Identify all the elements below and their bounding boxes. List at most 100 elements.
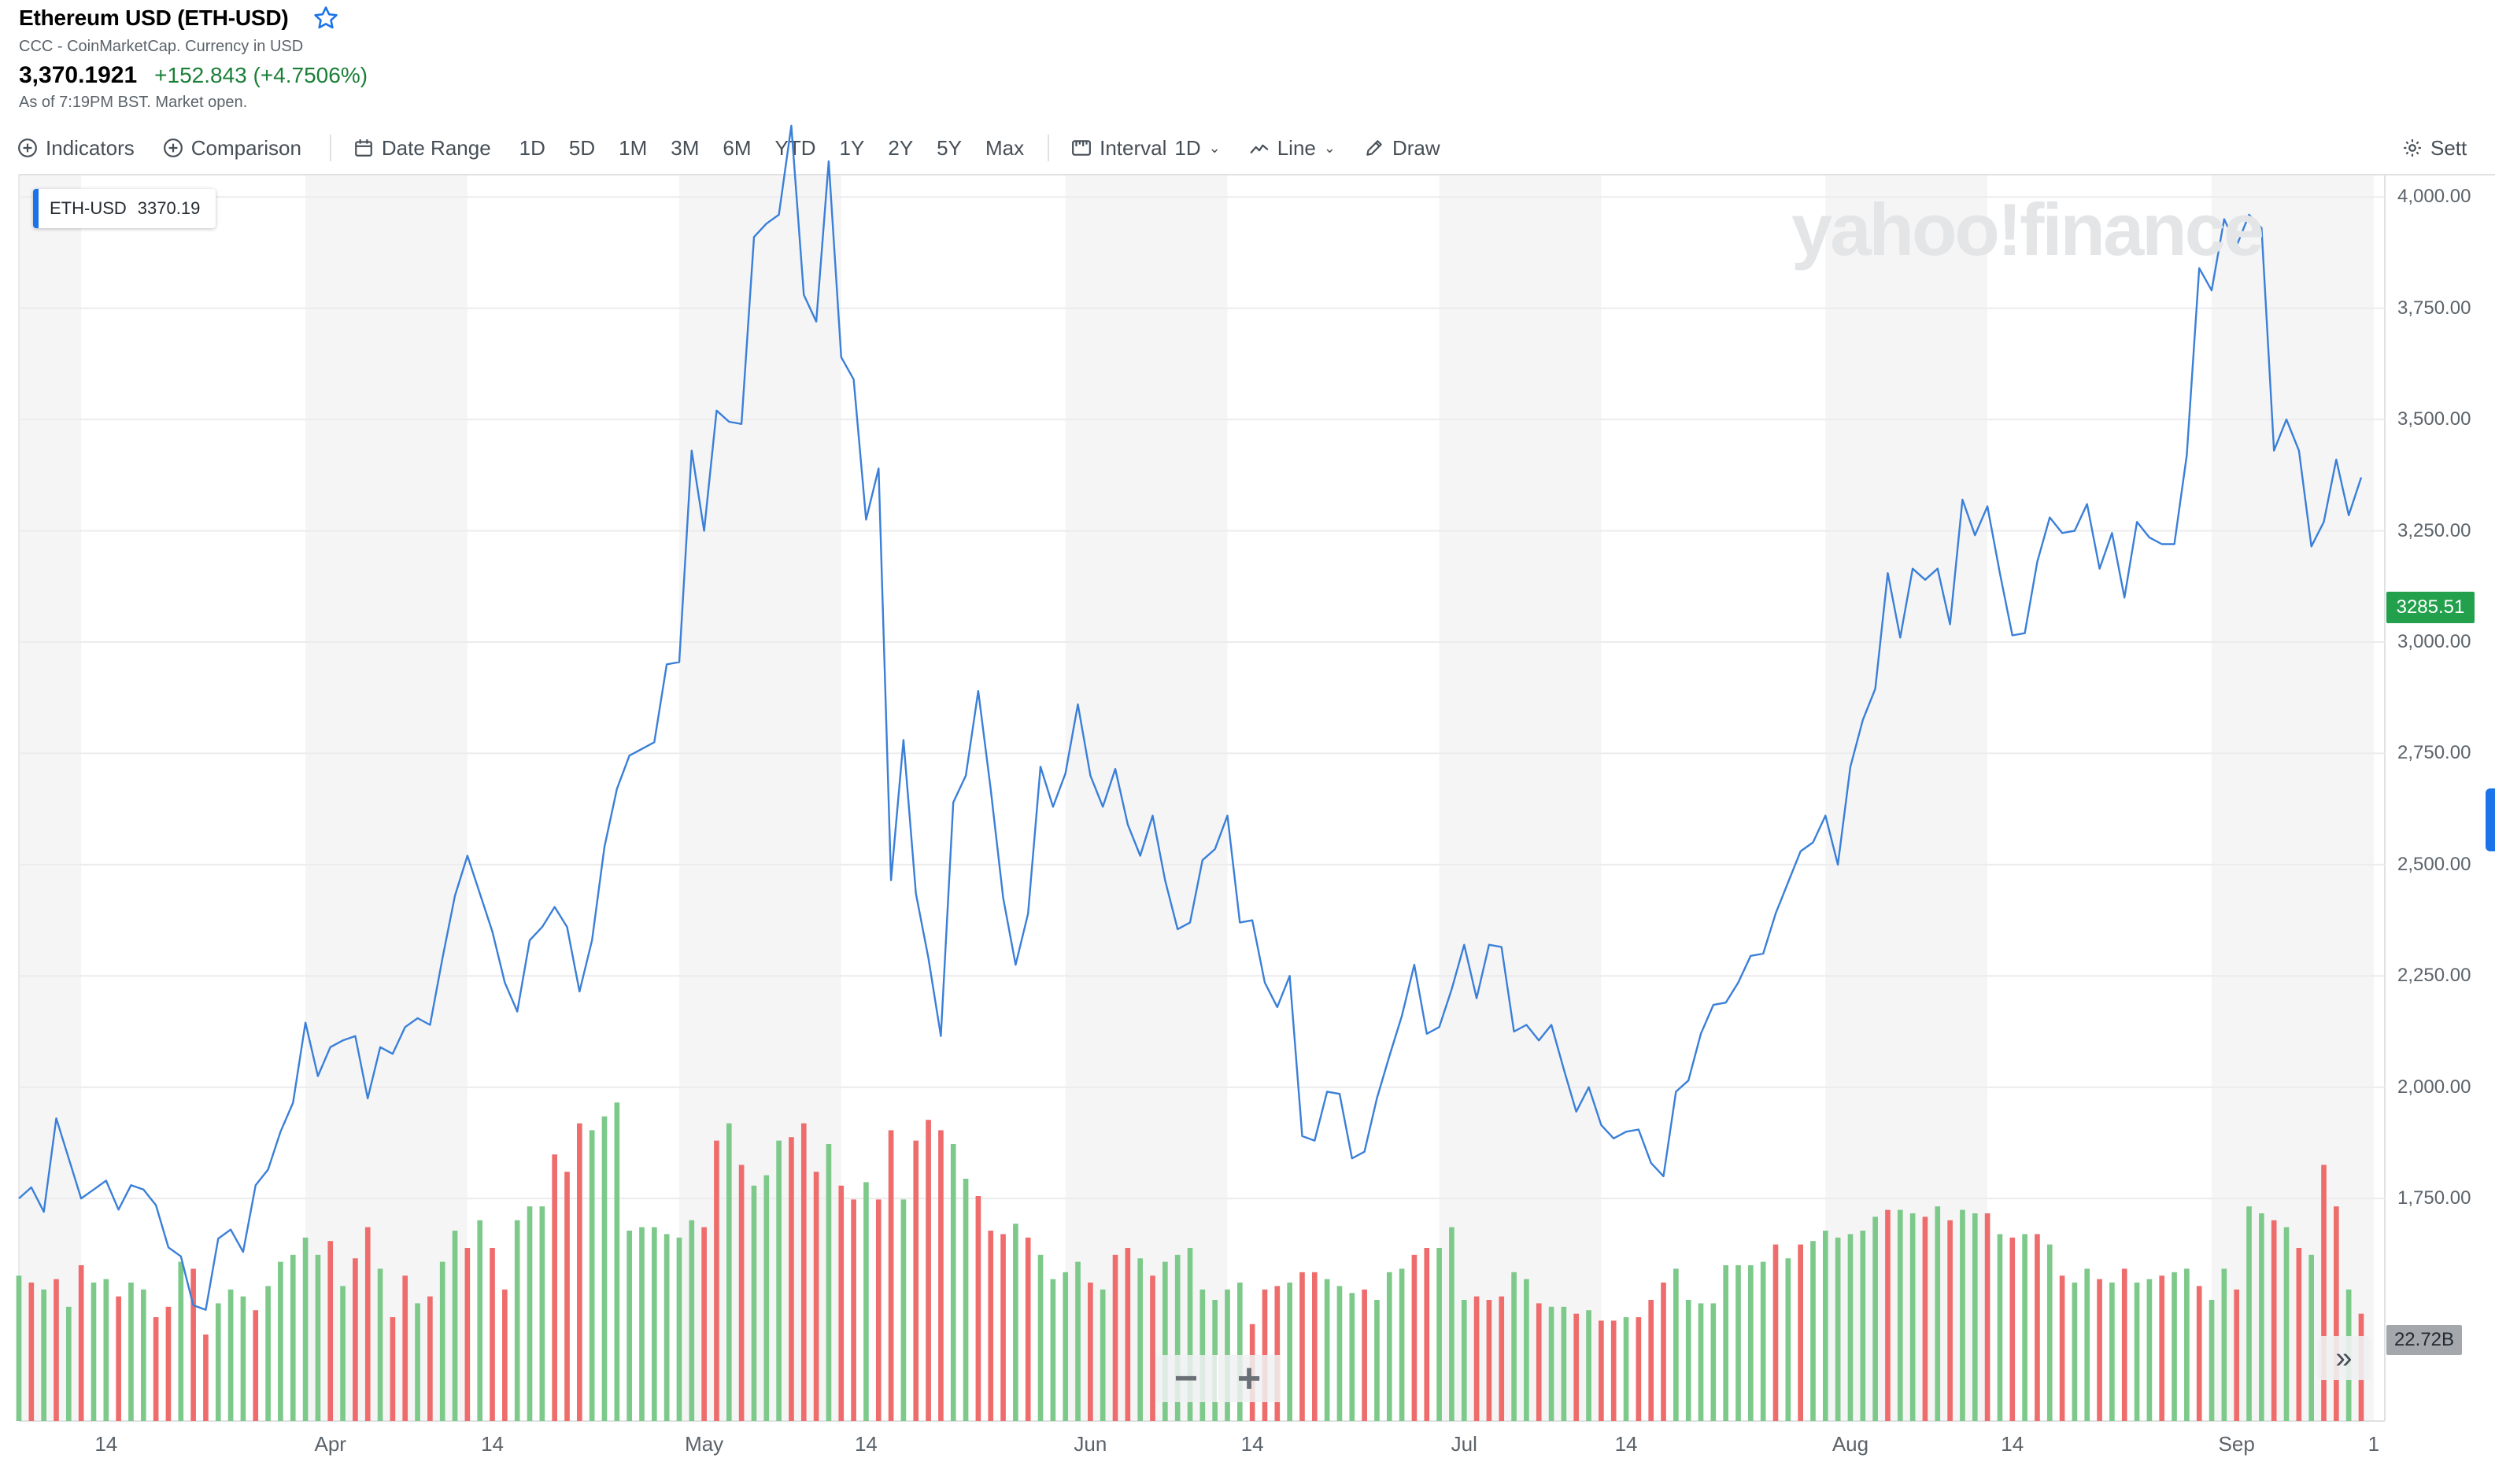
volume-bar (265, 1286, 271, 1421)
volume-bar (676, 1237, 682, 1421)
current-price: 3,370.1921 (19, 62, 138, 88)
x-tick-label: Apr (314, 1432, 346, 1456)
range-5y-button[interactable]: 5Y (937, 135, 962, 160)
interval-ruler-icon (1072, 140, 1092, 156)
chevron-down-icon: ⌄ (1323, 139, 1336, 156)
volume-bar (128, 1283, 134, 1421)
volume-bar (2308, 1254, 2315, 1421)
volume-bar (1374, 1300, 1380, 1421)
volume-bar (1324, 1279, 1330, 1421)
range-5d-button[interactable]: 5D (568, 135, 596, 160)
volume-bar (1461, 1300, 1467, 1421)
x-tick-label: 14 (94, 1432, 118, 1456)
volume-bar (1025, 1237, 1031, 1421)
volume-bar (1599, 1320, 1604, 1421)
scroll-to-latest-button[interactable]: » (2317, 1336, 2371, 1380)
volume-bar (1362, 1289, 1367, 1421)
date-range-button[interactable]: Date Range (353, 136, 491, 161)
volume-bar (2209, 1300, 2215, 1421)
volume-bar (1399, 1268, 1405, 1421)
range-6m-button[interactable]: 6M (723, 135, 752, 160)
range-max-button[interactable]: Max (985, 135, 1025, 160)
shaded-period-band (2212, 175, 2374, 1421)
volume-bar (1187, 1248, 1193, 1421)
y-tick-label: 2,000.00 (2397, 1076, 2471, 1098)
volume-bar (514, 1220, 520, 1421)
volume-bar (340, 1286, 346, 1421)
volume-bar (1349, 1293, 1355, 1421)
volume-bar (1710, 1303, 1717, 1421)
volume-bar (1909, 1213, 1916, 1421)
volume-bar (1847, 1234, 1854, 1421)
volume-bar (2109, 1283, 2115, 1421)
volume-bar (2321, 1165, 2327, 1421)
range-1m-button[interactable]: 1M (619, 135, 648, 160)
volume-bar (714, 1140, 719, 1421)
volume-bar (1100, 1289, 1106, 1421)
volume-bar (477, 1220, 483, 1421)
volume-bar (78, 1265, 84, 1421)
watchlist-star-icon[interactable] (312, 5, 339, 31)
range-1y-button[interactable]: 1Y (839, 135, 865, 160)
volume-bar (2184, 1268, 2190, 1421)
x-tick-label: 14 (2001, 1432, 2024, 1456)
range-2y-button[interactable]: 2Y (888, 135, 914, 160)
zoom-in-button[interactable]: + (1217, 1355, 1280, 1402)
indicators-button[interactable]: Indicators (17, 136, 135, 161)
volume-bar (116, 1296, 121, 1421)
y-tick-label: 1,750.00 (2397, 1187, 2471, 1209)
volume-bar (1411, 1254, 1418, 1421)
volume-bar (490, 1248, 495, 1421)
volume-bar (701, 1227, 707, 1421)
x-tick-label: Sep (2218, 1432, 2255, 1456)
zoom-out-button[interactable]: − (1155, 1355, 1217, 1402)
interval-dropdown[interactable]: Interval 1D ⌄ (1071, 136, 1221, 161)
y-tick-label: 2,500.00 (2397, 853, 2471, 875)
volume-bar (913, 1140, 919, 1421)
side-panel-tab[interactable] (2486, 788, 2495, 851)
range-1d-button[interactable]: 1D (519, 135, 545, 160)
volume-bar (253, 1310, 259, 1421)
volume-bar (54, 1279, 59, 1421)
volume-bar (1835, 1237, 1841, 1421)
volume-bar (627, 1231, 632, 1421)
chart-type-label: Line (1277, 135, 1316, 160)
volume-bar (863, 1182, 869, 1421)
pencil-icon (1366, 140, 1382, 156)
range-3m-button[interactable]: 3M (671, 135, 700, 160)
volume-bar (153, 1317, 159, 1421)
chart-type-dropdown[interactable]: Line ⌄ (1249, 136, 1336, 161)
volume-bar (1050, 1279, 1056, 1421)
price-line (18, 124, 2363, 1311)
comparison-button[interactable]: Comparison (163, 136, 301, 161)
calendar-icon (355, 139, 372, 157)
current-price-tag: 3285.51 (2386, 592, 2475, 623)
volume-bar (2296, 1248, 2302, 1421)
volume-bar (452, 1231, 458, 1421)
price-change: +152.843 (+4.7506%) (154, 63, 368, 87)
volume-bar (552, 1154, 558, 1421)
volume-bar (1386, 1272, 1392, 1421)
range-ytd-button[interactable]: YTD (774, 135, 816, 160)
volume-bar (1274, 1286, 1281, 1421)
volume-bar (1063, 1272, 1069, 1421)
volume-bar (800, 1123, 807, 1421)
volume-bar (215, 1303, 221, 1421)
volume-bar (1610, 1320, 1617, 1421)
volume-bar (1436, 1248, 1442, 1421)
draw-button[interactable]: Draw (1364, 136, 1440, 161)
series-legend[interactable]: ETH-USD 3370.19 (33, 189, 216, 228)
volume-bar (1125, 1248, 1131, 1421)
yahoo-finance-watermark: yahoo!finance (1791, 188, 2264, 271)
volume-bar (950, 1144, 956, 1421)
volume-bar (1486, 1300, 1492, 1421)
volume-bar (2246, 1206, 2252, 1421)
volume-bar (826, 1144, 832, 1421)
settings-button[interactable]: Sett (2402, 129, 2467, 167)
date-range-label: Date Range (381, 135, 491, 160)
y-tick-label: 2,250.00 (2397, 965, 2471, 987)
volume-bar (2059, 1275, 2065, 1421)
volume-bar (614, 1102, 620, 1421)
volume-bar (651, 1227, 657, 1421)
